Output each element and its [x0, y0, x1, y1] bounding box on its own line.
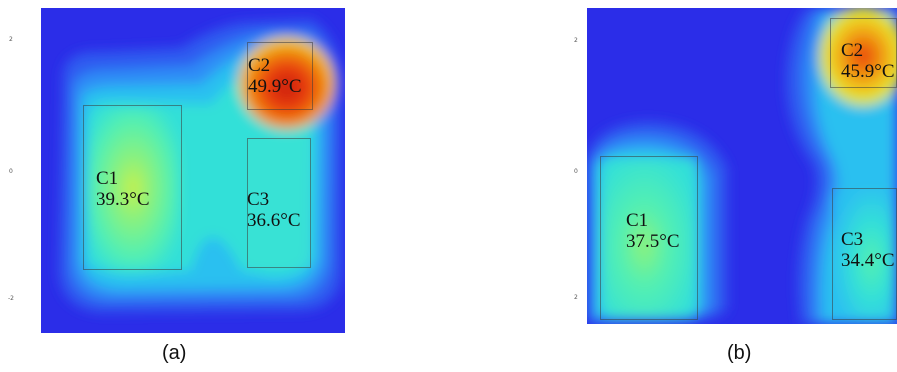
panel-a-ytick-mid: 0	[9, 168, 13, 175]
component-c3-label: C3 36.6°C	[247, 189, 301, 231]
component-temperature: 45.9°C	[841, 61, 895, 82]
heatmap-a-graphic	[59, 20, 341, 312]
panel-a-ytick-bottom: -2	[8, 295, 14, 302]
component-name: C2	[841, 40, 864, 61]
component-temperature: 37.5°C	[626, 231, 680, 252]
component-outline-c3	[247, 138, 311, 268]
thermal-map-a: C1 39.3°C C2 49.9°C C3 36.6°C	[41, 8, 345, 333]
caption-a: (a)	[162, 342, 187, 364]
component-temperature: 34.4°C	[841, 250, 895, 271]
panel-b-ytick-bottom: 2	[574, 294, 578, 301]
thermal-map-b: C1 37.5°C C2 45.9°C C3 34.4°C	[587, 8, 897, 324]
component-c2-label: C2 45.9°C	[841, 40, 895, 82]
component-temperature: 49.9°C	[248, 76, 302, 97]
panel-b-ytick-mid: 0	[574, 168, 578, 175]
panel-a-ytick-top: 2	[9, 36, 13, 43]
component-c1-label: C1 39.3°C	[96, 168, 150, 210]
panel-b-ytick-top: 2	[574, 37, 578, 44]
component-name: C3	[247, 189, 270, 210]
component-name: C1	[626, 210, 649, 231]
component-outline-c2	[247, 42, 313, 110]
component-outline-c1	[600, 156, 698, 320]
component-c3-label: C3 34.4°C	[841, 229, 895, 271]
component-temperature: 36.6°C	[247, 210, 301, 231]
component-c1-label: C1 37.5°C	[626, 210, 680, 252]
component-name: C3	[841, 229, 864, 250]
caption-b: (b)	[727, 342, 752, 364]
component-name: C1	[96, 168, 119, 189]
component-c2-label: C2 49.9°C	[248, 55, 302, 97]
component-outline-c1	[83, 105, 182, 270]
component-name: C2	[248, 55, 271, 76]
component-temperature: 39.3°C	[96, 189, 150, 210]
